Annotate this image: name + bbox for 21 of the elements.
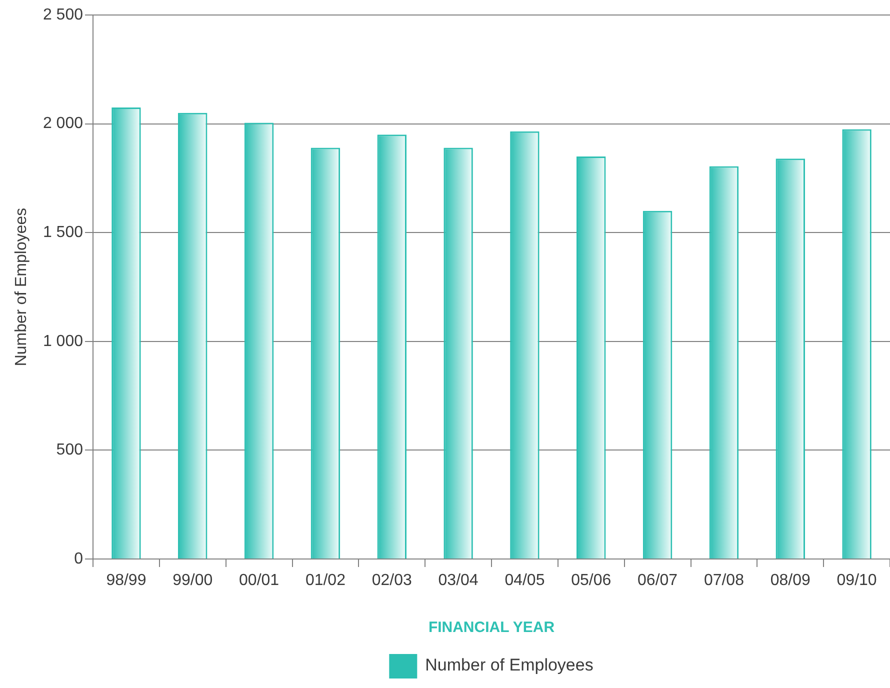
x-tick-label: 99/00 (172, 572, 213, 590)
x-tick-label: 08/09 (770, 572, 810, 590)
x-tick-label: 04/05 (504, 572, 545, 590)
y-tick-label: 1 500 (42, 224, 84, 242)
x-tick-label: 98/99 (106, 572, 146, 590)
legend-label: Number of Employees (425, 656, 594, 675)
x-tick-label: 03/04 (438, 572, 478, 590)
y-tick-label: 2 000 (42, 115, 84, 132)
x-tick-label: 05/06 (571, 572, 612, 590)
x-tick-label: 02/03 (372, 572, 412, 590)
y-tick-label: 1 000 (42, 332, 84, 350)
x-tick-label: 07/08 (704, 572, 744, 590)
x-tick-label: 09/10 (836, 572, 877, 590)
y-tick-label: 0 (74, 550, 84, 568)
x-tick-label: 06/07 (638, 572, 678, 590)
x-tick-label: 00/01 (239, 572, 280, 590)
y-tick-label: 500 (56, 442, 84, 459)
y-axis-title: Number of Employees (13, 208, 30, 366)
x-axis-title: FINANCIAL YEAR (428, 619, 555, 636)
x-tick-label: 01/02 (305, 572, 346, 590)
y-tick-label: 2 500 (42, 6, 84, 24)
